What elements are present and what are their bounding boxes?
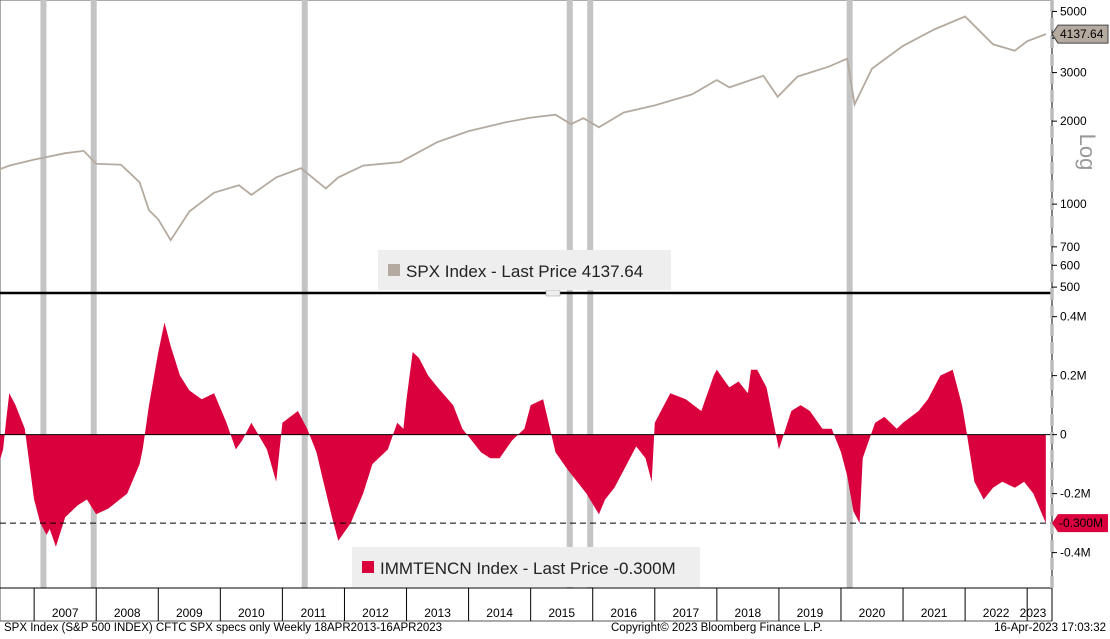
year-label: 2014 bbox=[486, 606, 513, 620]
year-label: 2009 bbox=[176, 606, 203, 620]
footer-series-info: SPX Index (S&P 500 INDEX) CFTC SPX specs… bbox=[4, 622, 443, 634]
spx-last-price-value: 4137.64 bbox=[1060, 27, 1104, 41]
spx-price-line bbox=[0, 15, 1047, 242]
spx-y-tick-label: 500 bbox=[1060, 280, 1080, 294]
spx-y-tick-label: 600 bbox=[1060, 258, 1080, 272]
last-value-tags: 4137.64 -0.300M bbox=[1051, 24, 1109, 533]
year-label: 2019 bbox=[797, 606, 824, 620]
cftc-last-price-tag bbox=[1052, 514, 1108, 533]
cftc-legend-swatch bbox=[362, 561, 374, 573]
spx-y-tick-label: 3000 bbox=[1060, 66, 1087, 80]
year-label: 2015 bbox=[548, 606, 575, 620]
year-label: 2011 bbox=[301, 606, 327, 620]
cftc-panel bbox=[0, 322, 1052, 547]
year-label: 2017 bbox=[672, 606, 699, 620]
year-label: 2012 bbox=[362, 606, 389, 620]
cftc-y-tick-label: -0.4M bbox=[1060, 546, 1091, 560]
year-label: 2023 bbox=[1020, 606, 1047, 620]
cftc-y-tick-label: -0.2M bbox=[1060, 487, 1091, 501]
cftc-y-tick-label: 0 bbox=[1060, 428, 1067, 442]
legends: SPX Index - Last Price 4137.64 IMMTENCN … bbox=[352, 250, 700, 587]
spx-legend-label: SPX Index - Last Price 4137.64 bbox=[406, 262, 643, 281]
footer-timestamp: 16-Apr-2023 17:03:32 bbox=[994, 622, 1106, 634]
spx-last-price-tag bbox=[1051, 24, 1109, 44]
cftc-last-price-value: -0.300M bbox=[1059, 516, 1103, 530]
spx-legend-box bbox=[378, 250, 671, 290]
log-scale-label: Log bbox=[1075, 134, 1100, 171]
spx-y-tick-label: 5000 bbox=[1060, 4, 1087, 18]
cftc-y-axis: -0.4M -0.2M 0 0.2M 0.4M bbox=[1052, 310, 1091, 560]
year-label: 2020 bbox=[859, 606, 886, 620]
year-label: 2021 bbox=[921, 606, 948, 620]
cftc-legend-label: IMMTENCN Index - Last Price -0.300M bbox=[380, 559, 676, 578]
spx-y-tick-label: 2000 bbox=[1060, 114, 1087, 128]
spx-panel bbox=[0, 15, 1047, 242]
footer-copyright: Copyright© 2023 Bloomberg Finance L.P. bbox=[611, 622, 823, 634]
x-axis-years: 2007 2008 2009 2010 2011 2012 2013 2014 2015 2016… bbox=[33, 588, 1047, 621]
plot-background bbox=[0, 0, 1053, 622]
spx-y-tick-label: 700 bbox=[1060, 240, 1080, 254]
year-label: 2010 bbox=[238, 606, 265, 620]
spx-legend-swatch bbox=[388, 264, 400, 276]
year-label: 2013 bbox=[424, 606, 451, 620]
year-label: 2008 bbox=[114, 606, 141, 620]
panel-resize-handle[interactable] bbox=[545, 289, 561, 297]
spx-y-tick-label: 1000 bbox=[1060, 197, 1087, 211]
year-label: 2007 bbox=[52, 606, 79, 620]
year-label: 2016 bbox=[610, 606, 637, 620]
cftc-y-tick-label: 0.2M bbox=[1060, 369, 1087, 383]
year-label: 2018 bbox=[735, 606, 762, 620]
year-label: 2022 bbox=[983, 606, 1010, 620]
chart-frame bbox=[0, 0, 1053, 622]
cftc-legend-box bbox=[352, 547, 700, 587]
cftc-y-tick-label: 0.4M bbox=[1060, 310, 1087, 324]
